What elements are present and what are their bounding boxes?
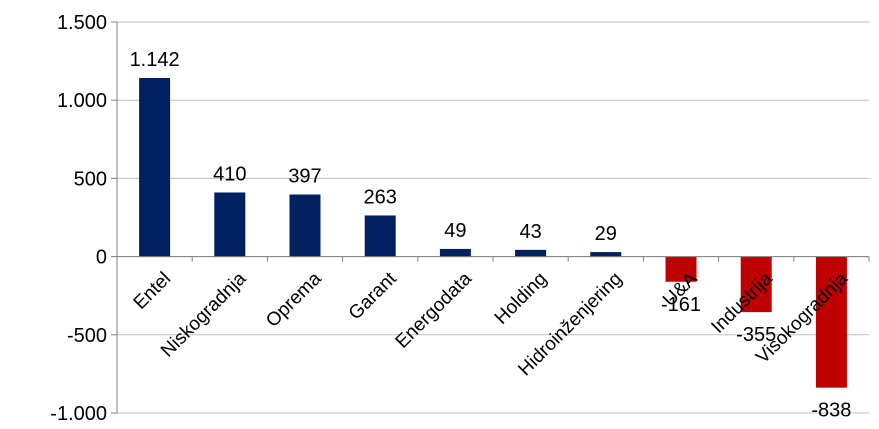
data-label: -838: [811, 400, 851, 422]
data-label: 263: [364, 186, 397, 208]
category-label: Oprema: [262, 268, 326, 332]
data-label: 43: [519, 221, 541, 243]
bar: [364, 215, 396, 257]
bar: [139, 77, 171, 257]
bar: [289, 194, 321, 257]
y-tick-label: -1.000: [50, 403, 107, 425]
bar: [815, 256, 847, 388]
bar: [214, 192, 246, 257]
data-labels: 1.142 410 397 263 49 43 29 -161 -355 -838: [130, 49, 852, 422]
bar: [590, 252, 622, 257]
bars: [139, 77, 847, 388]
data-label: 410: [213, 163, 246, 185]
y-tick-label: 500: [74, 168, 107, 190]
category-label: Entel: [130, 268, 175, 313]
y-tick-label: -500: [67, 325, 107, 347]
category-label: Holding: [491, 268, 551, 328]
bar: [439, 248, 471, 257]
data-label: 1.142: [130, 49, 180, 71]
y-tick-label: 1.500: [57, 12, 107, 34]
category-label: Energodata: [392, 268, 477, 353]
bar: [740, 256, 772, 313]
y-tick-label: 1.000: [57, 90, 107, 112]
axes: [116, 22, 870, 413]
data-label: -161: [661, 294, 701, 316]
data-label: 49: [444, 220, 466, 242]
category-label: Garant: [345, 268, 401, 324]
y-tick-label: 0: [96, 247, 107, 269]
bar: [515, 249, 547, 257]
y-axis-tick-labels: 1.500 1.000 500 0 -500 -1.000: [50, 12, 107, 425]
data-label: 397: [288, 166, 321, 188]
data-label: 29: [595, 223, 617, 245]
bar: [665, 256, 697, 282]
data-label: -355: [736, 324, 776, 346]
